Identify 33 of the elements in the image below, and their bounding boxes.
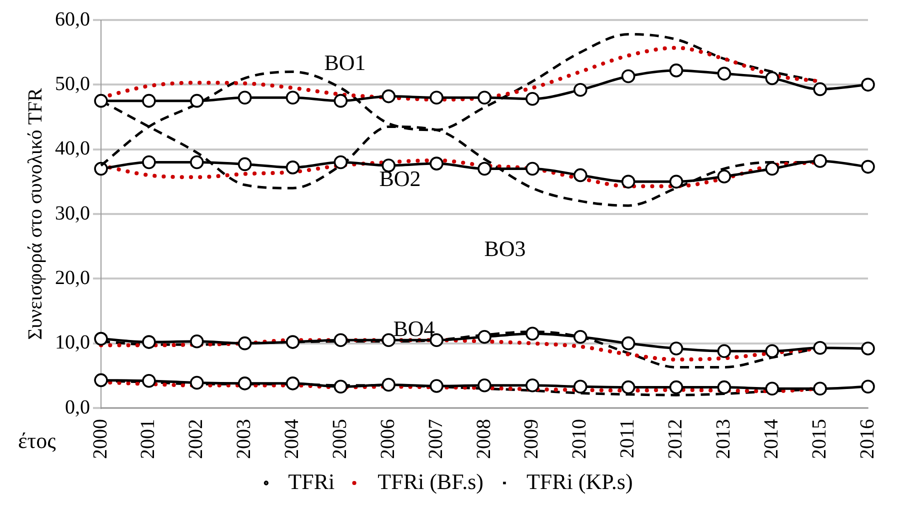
x-tick-label: 2012 <box>664 419 686 459</box>
x-tick-label: 2007 <box>424 419 447 459</box>
x-tick-label: 2015 <box>808 419 830 459</box>
y-tick-label: 40,0 <box>55 138 90 160</box>
x-tick-label: 2001 <box>137 419 160 459</box>
y-tick-label: 60,0 <box>55 8 90 30</box>
x-tick-label: 2003 <box>233 419 256 459</box>
x-tick-label: 2010 <box>568 419 591 459</box>
x-tick-label: 2006 <box>376 419 399 459</box>
x-tick-label: 2013 <box>712 419 734 459</box>
x-tick-label: 2002 <box>185 419 208 459</box>
y-tick-label: 30,0 <box>55 202 90 224</box>
legend-label: TFRi (KP.s) <box>526 468 633 494</box>
annotation: BO4 <box>393 316 435 341</box>
annotation: BO3 <box>484 236 526 261</box>
x-tick-label: 2014 <box>760 419 782 459</box>
legend-label: TFRi <box>288 468 335 494</box>
x-tick-label: 2009 <box>520 419 543 459</box>
y-tick-label: 0,0 <box>65 396 90 418</box>
x-tick-label: 2016 <box>856 419 878 459</box>
annotation: BO2 <box>379 166 421 191</box>
y-tick-label: 10,0 <box>55 332 90 354</box>
annotation: BO1 <box>324 50 366 75</box>
y-tick-label: 50,0 <box>55 72 90 95</box>
y-axis-title: Συνεισφορά στο συνολικό TFR <box>24 87 46 340</box>
x-tick-label: 2004 <box>281 419 303 459</box>
legend-label: TFRi (BF.s) <box>378 468 484 494</box>
x-tick-label: 2005 <box>328 419 351 459</box>
x-tick-label: 2011 <box>616 419 639 458</box>
x-axis-title: έτος <box>18 428 56 453</box>
x-tick-label: 2008 <box>472 419 495 459</box>
x-tick-label: 2000 <box>89 419 112 459</box>
y-tick-label: 20,0 <box>55 266 90 289</box>
